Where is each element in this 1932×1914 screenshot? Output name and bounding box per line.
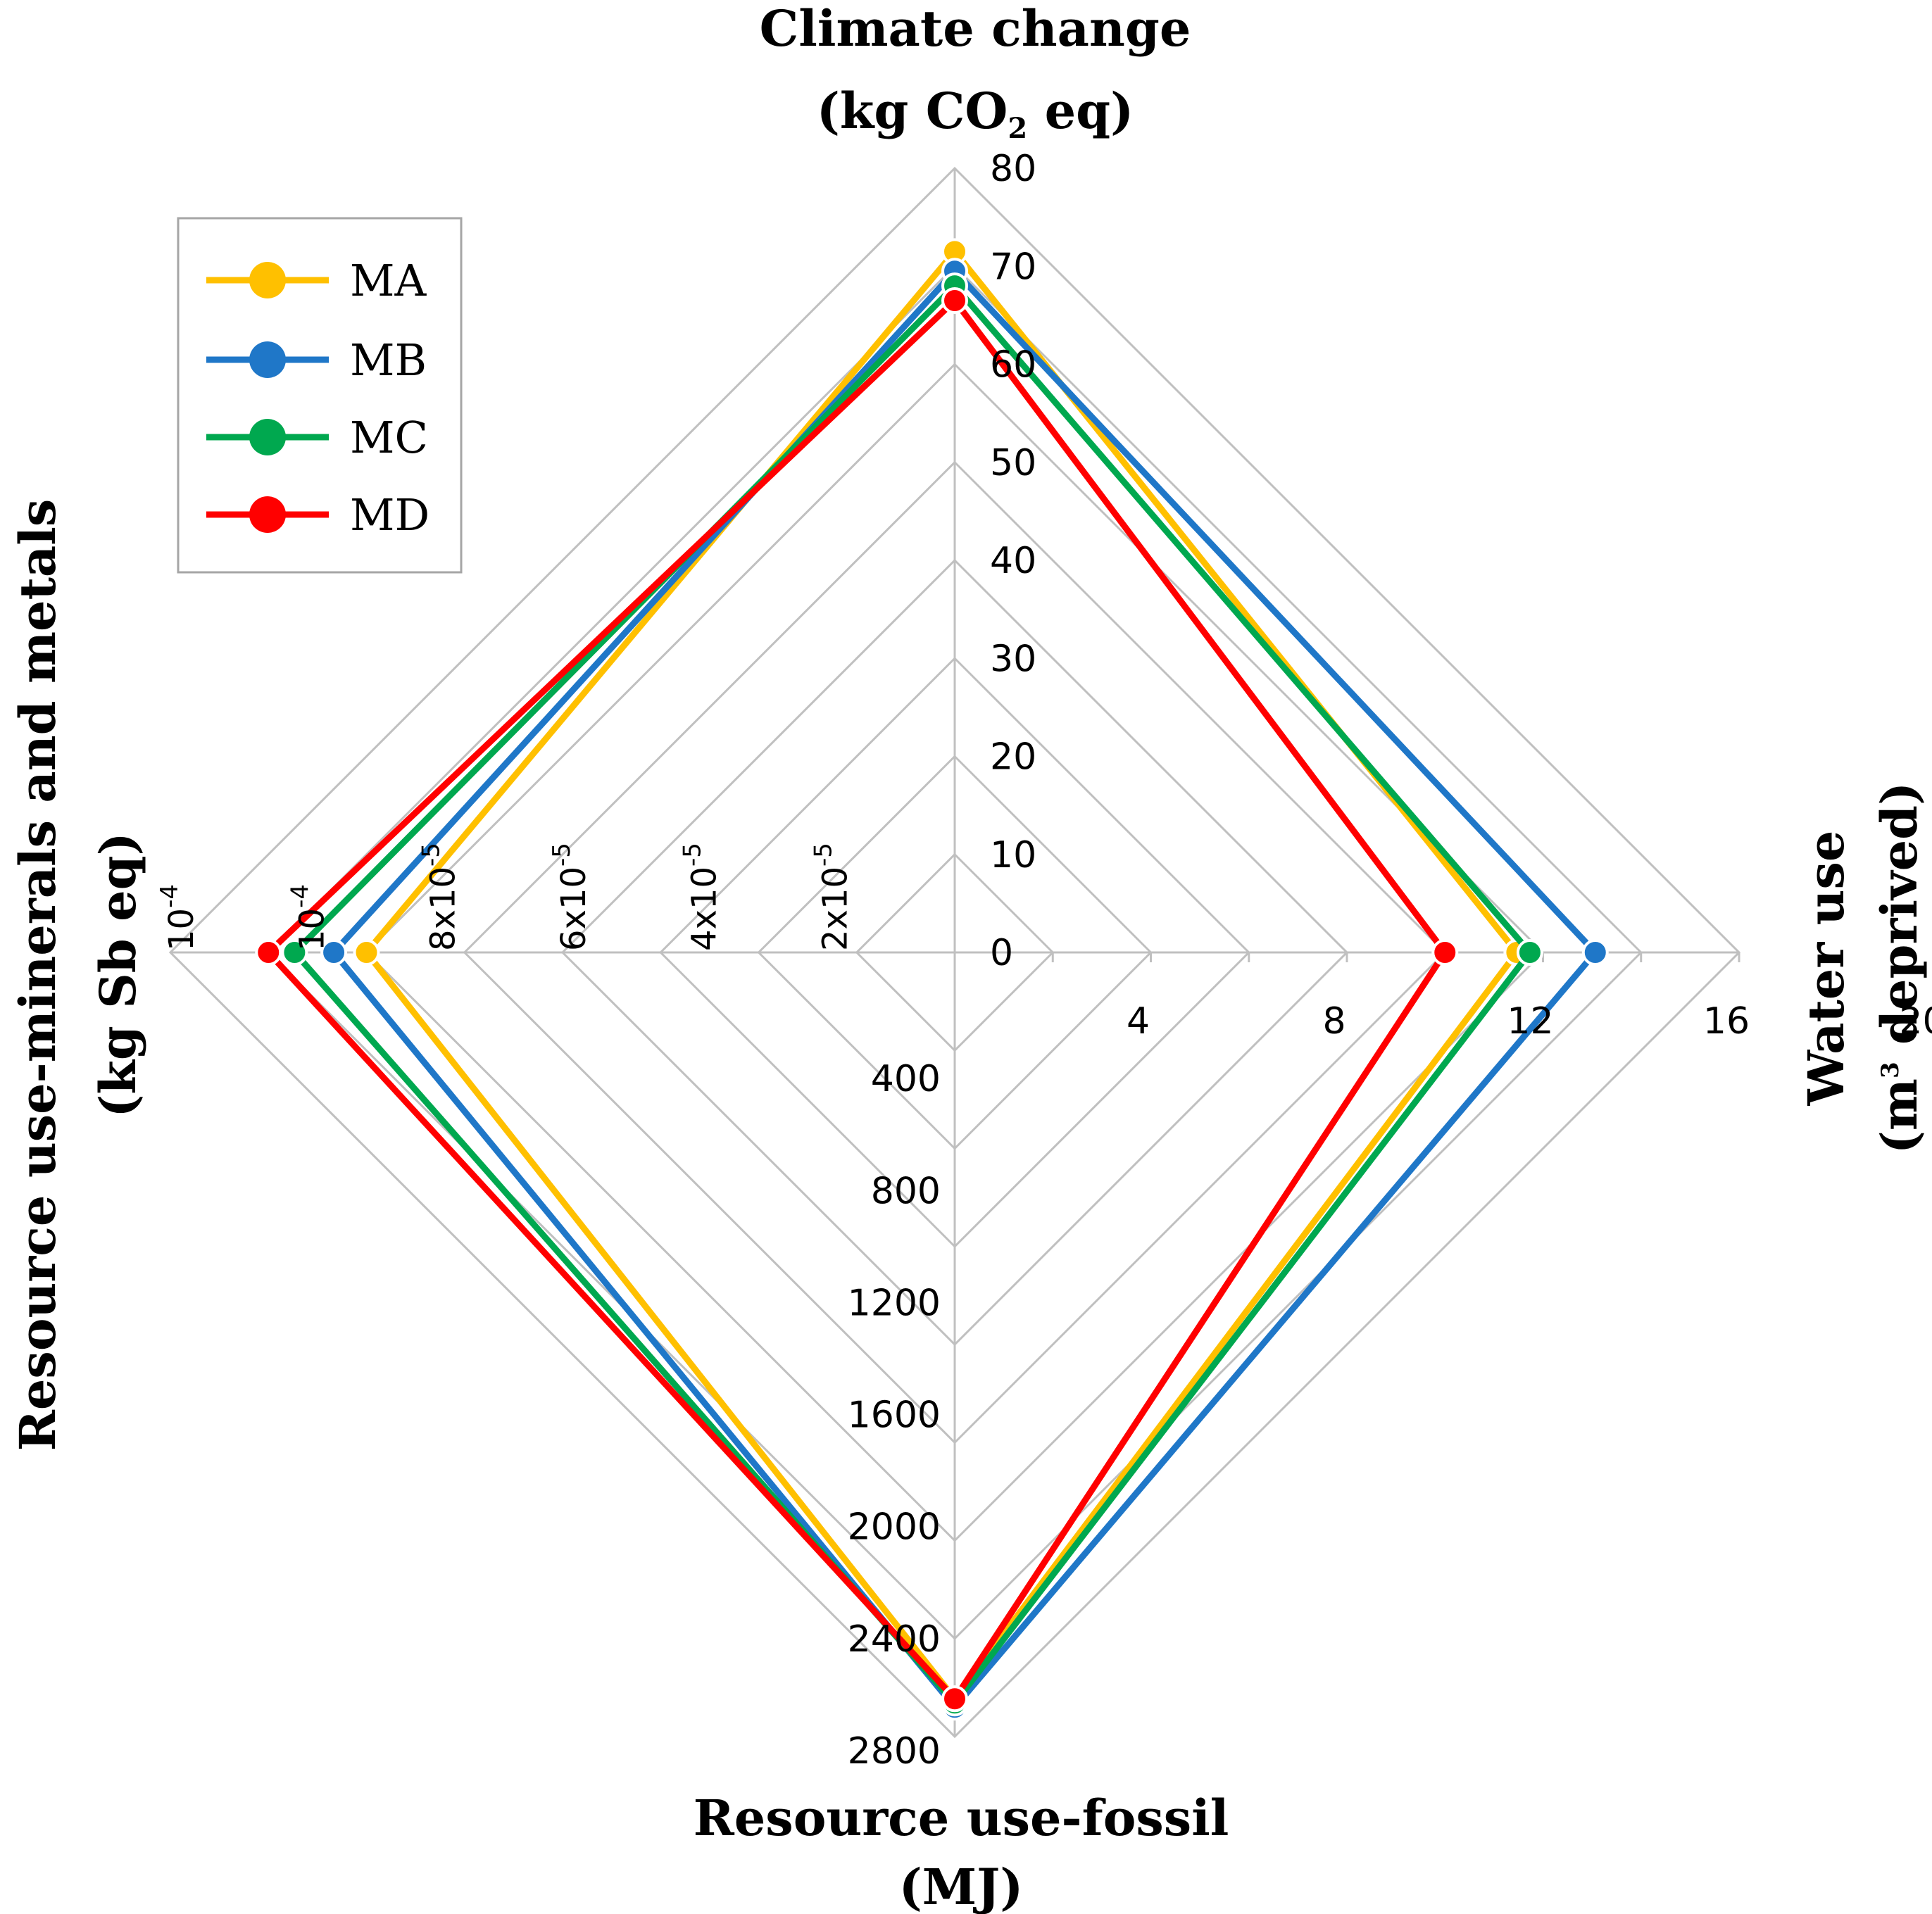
axis-title-minerals: Resource use-minerals and metals (kg Sb … bbox=[8, 499, 147, 1452]
legend-item-ma: MA bbox=[206, 255, 427, 306]
tick-label-water: 8 bbox=[1322, 1000, 1346, 1043]
tick-label-climate: 60 bbox=[990, 344, 1036, 386]
tick-label-minerals: 6x10-5 bbox=[548, 843, 594, 951]
tick-label-fossil: 2800 bbox=[848, 1730, 941, 1773]
data-point-ma-minerals bbox=[353, 939, 380, 966]
legend-marker-ma bbox=[249, 262, 286, 298]
tick-label-climate: 0 bbox=[990, 932, 1013, 974]
legend-item-mb: MB bbox=[206, 334, 427, 386]
tick-label-minerals: 8x10-5 bbox=[417, 843, 463, 951]
axis-title-fossil-line1: Resource use-fossil bbox=[694, 1789, 1229, 1847]
axis-title-fossil-line2: (MJ) bbox=[899, 1858, 1024, 1914]
axis-title-climate: Climate change (kg CO2 eq) bbox=[760, 0, 1191, 145]
data-point-md-climate bbox=[941, 287, 968, 314]
data-point-md-minerals bbox=[255, 939, 282, 966]
tick-label-water: 12 bbox=[1507, 1000, 1553, 1043]
tick-label-climate: 40 bbox=[990, 540, 1036, 582]
legend-item-md: MD bbox=[206, 489, 429, 541]
axis-title-climate-line1: Climate change bbox=[760, 0, 1191, 58]
legend-marker-mc bbox=[249, 419, 286, 455]
legend-marker-mb bbox=[249, 341, 286, 378]
tick-label-fossil: 2400 bbox=[848, 1618, 941, 1661]
axis-title-water-line2: (m3 deprived) bbox=[1870, 782, 1928, 1154]
series-line-ma bbox=[362, 246, 1522, 1704]
tick-label-climate: 10 bbox=[990, 834, 1036, 876]
tick-label-water: 16 bbox=[1703, 1000, 1750, 1043]
tick-label-climate: 70 bbox=[990, 246, 1036, 288]
tick-label-fossil: 1600 bbox=[848, 1394, 941, 1437]
legend-label-mb: MB bbox=[350, 334, 427, 386]
axis-title-fossil: Resource use-fossil (MJ) bbox=[694, 1789, 1229, 1914]
data-point-md-water bbox=[1431, 939, 1459, 966]
legend-label-md: MD bbox=[350, 489, 429, 541]
data-point-md-fossil bbox=[941, 1685, 968, 1713]
axis-title-climate-line2: (kg CO2 eq) bbox=[817, 82, 1134, 145]
axis-title-minerals-line2: (kg Sb eq) bbox=[89, 832, 147, 1117]
tick-label-climate: 80 bbox=[990, 148, 1036, 190]
data-point-mb-water bbox=[1581, 939, 1609, 966]
series-lines bbox=[255, 238, 1609, 1721]
tick-label-minerals: 10-4 bbox=[287, 884, 332, 951]
legend-item-mc: MC bbox=[206, 412, 428, 463]
tick-label-minerals: 4x10-5 bbox=[679, 843, 724, 951]
data-point-mb-minerals bbox=[320, 939, 348, 966]
axis-title-minerals-line1: Resource use-minerals and metals bbox=[8, 499, 67, 1452]
tick-label-fossil: 1200 bbox=[848, 1282, 941, 1324]
tick-label-water: 20 bbox=[1899, 1000, 1932, 1043]
radar-grid bbox=[168, 166, 1741, 1739]
legend-marker-md bbox=[249, 496, 286, 533]
legend-label-ma: MA bbox=[350, 255, 427, 306]
tick-label-fossil: 400 bbox=[871, 1058, 941, 1100]
data-point-mc-water bbox=[1516, 939, 1543, 966]
tick-label-fossil: 800 bbox=[871, 1170, 941, 1212]
legend-label-mc: MC bbox=[350, 412, 428, 463]
axis-title-water-line1: Water use bbox=[1797, 831, 1855, 1107]
series-line-mc bbox=[290, 281, 1534, 1708]
tick-labels: 0102030405060708048121620244008001200160… bbox=[156, 148, 1932, 1773]
axis-title-water: Water use (m3 deprived) bbox=[1797, 782, 1928, 1154]
tick-label-water: 4 bbox=[1127, 1000, 1150, 1043]
tick-label-climate: 20 bbox=[990, 736, 1036, 779]
tick-label-minerals: 2x10-5 bbox=[809, 843, 855, 951]
series-line-mb bbox=[330, 266, 1600, 1713]
tick-label-climate: 50 bbox=[990, 442, 1036, 484]
legend: MA MB MC MD bbox=[177, 217, 463, 574]
tick-label-fossil: 2000 bbox=[848, 1506, 941, 1549]
tick-label-climate: 30 bbox=[990, 638, 1036, 680]
data-point-mc-minerals bbox=[281, 939, 308, 966]
tick-label-minerals: 10-4 bbox=[156, 884, 201, 951]
